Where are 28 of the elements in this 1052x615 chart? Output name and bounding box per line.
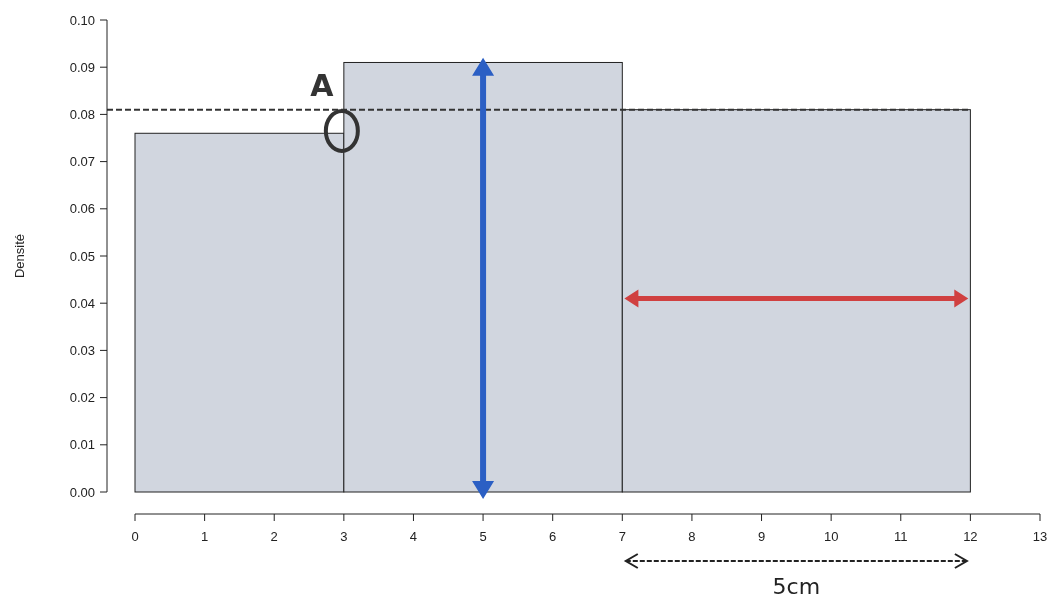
y-tick-label: 0.02 — [69, 390, 95, 406]
x-tick-label: 0 — [131, 529, 139, 544]
x-tick-label: 13 — [1032, 529, 1048, 544]
y-tick-label: 0.05 — [69, 248, 95, 264]
y-tick-label: 0.07 — [69, 154, 95, 170]
y-tick-label: 0.04 — [69, 295, 95, 311]
x-tick-label: 12 — [963, 529, 978, 544]
y-tick-label: 0.01 — [69, 437, 95, 453]
x-tick-label: 6 — [549, 529, 557, 544]
x-tick-label: 8 — [688, 529, 696, 544]
x-tick-label: 5 — [479, 529, 487, 544]
x-tick-label: 9 — [757, 529, 766, 544]
y-tick-label: 0.03 — [69, 342, 95, 358]
y-tick-label: 0.08 — [69, 106, 95, 122]
y-tick-label: 0.00 — [69, 484, 95, 500]
x-tick-label: 1 — [201, 529, 209, 544]
x-tick-label: 11 — [894, 529, 908, 544]
x-tick-label: 4 — [409, 529, 418, 544]
x-tick-label: 2 — [270, 529, 278, 544]
y-tick-label: 0.06 — [69, 201, 95, 217]
y-axis-title: Densité — [12, 233, 27, 279]
x-tick-label: 3 — [340, 529, 348, 544]
y-tick-label: 0.09 — [69, 59, 95, 75]
y-tick-label: 0.10 — [69, 12, 95, 28]
x-tick-label: 10 — [823, 529, 839, 544]
x-tick-label: 7 — [618, 529, 626, 544]
text: 5cm — [772, 574, 821, 599]
annotation: A — [310, 68, 335, 103]
